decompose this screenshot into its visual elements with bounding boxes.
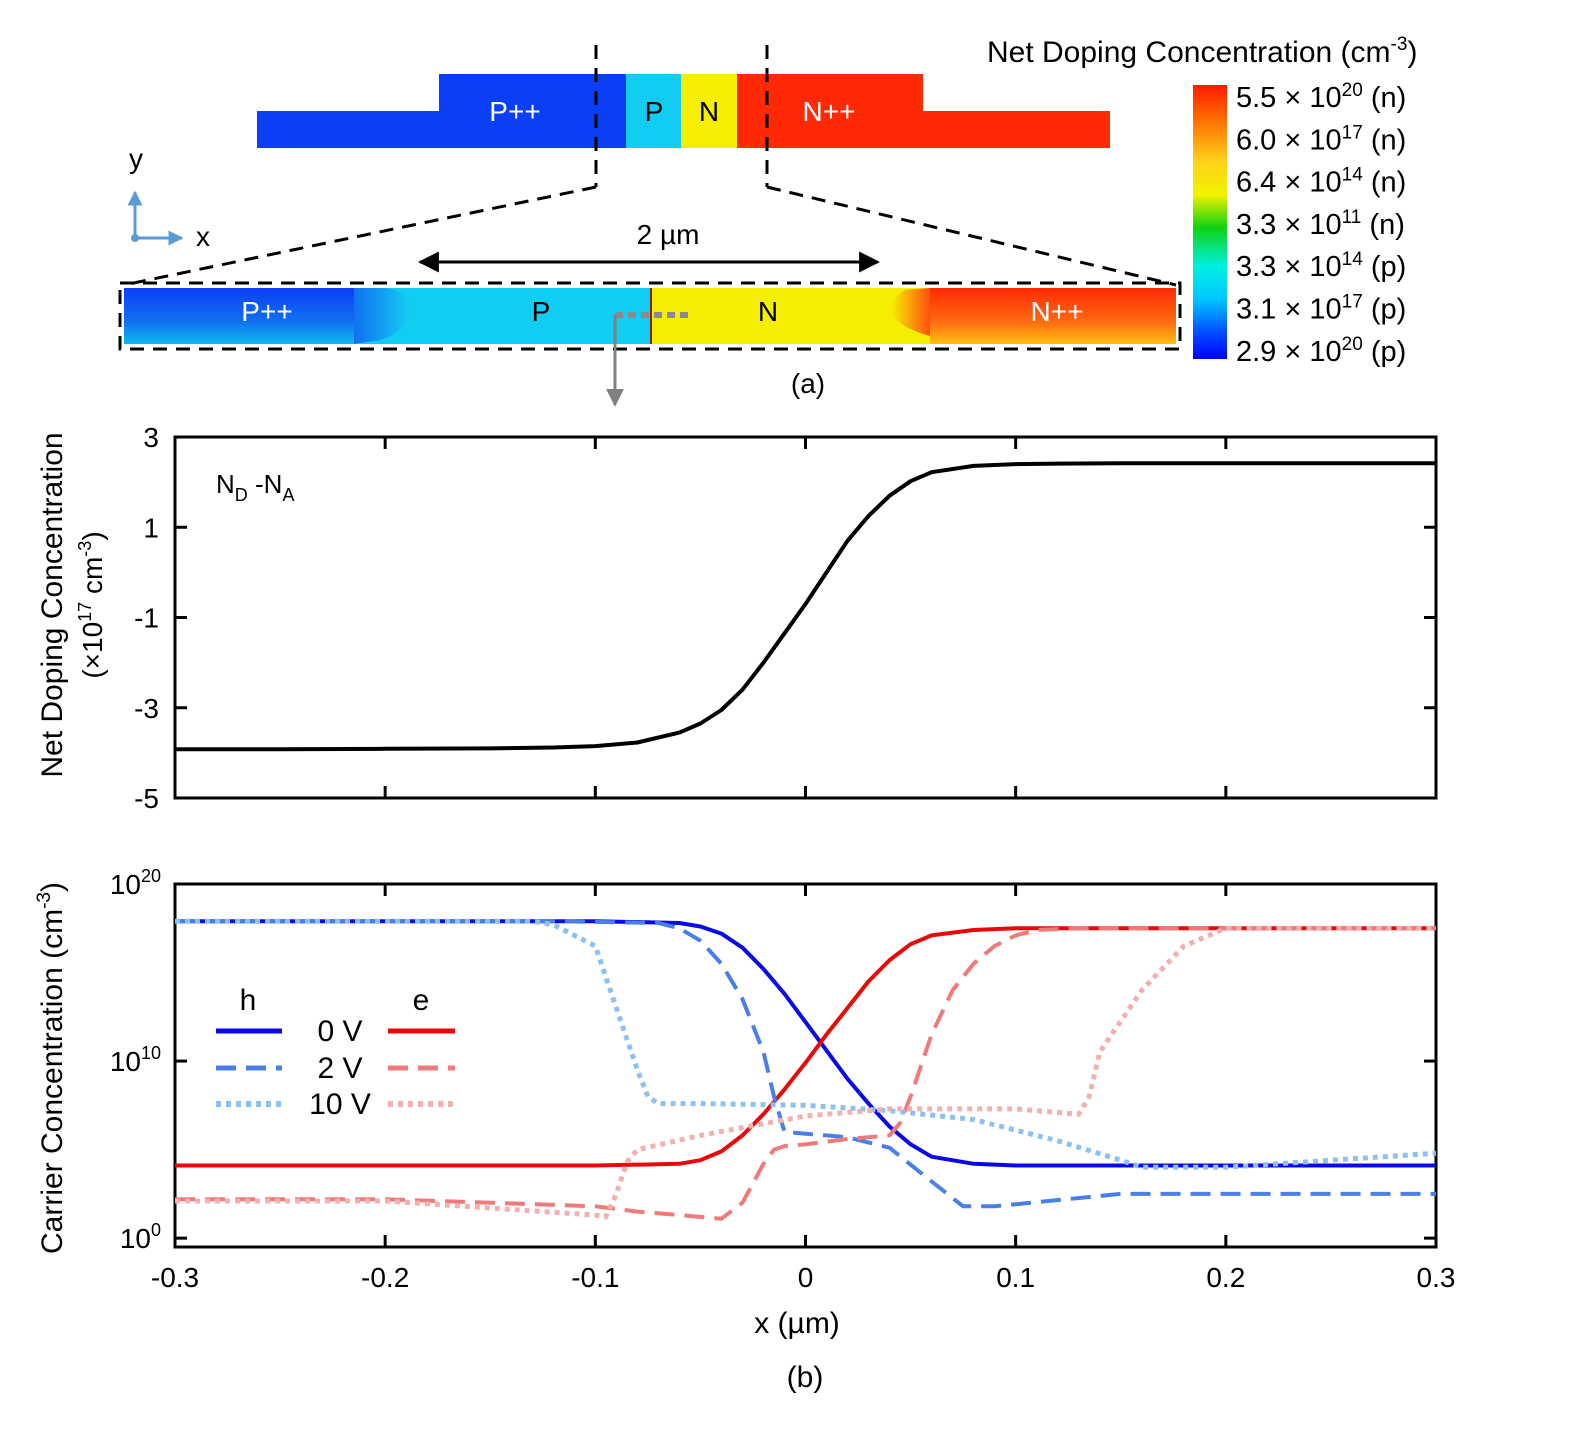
colorbar-label: 6.0 × 1017 (n) xyxy=(1236,122,1406,156)
carrier-ytick-label: 100 xyxy=(120,1220,161,1254)
label-pplus-zoom: P++ xyxy=(241,296,292,327)
zoom-pplus-edge xyxy=(354,288,410,344)
label-n-top: N xyxy=(699,96,719,127)
doping-ticks: 3 1 -1 -3 -5 xyxy=(134,422,1438,814)
panel-b-doping: 3 1 -1 -3 -5 ND -NA Net Doping Concentration… xyxy=(36,422,1438,814)
colorbar-label: 3.3 × 1011 (n) xyxy=(1236,207,1405,241)
legend-e: e xyxy=(413,984,430,1017)
p-plus-top xyxy=(439,74,627,148)
zoom-line-right xyxy=(766,185,1177,287)
carrier-ticks: 100 1010 1020 -0.3 -0.2 -0.1 0 0.1 0.2 0.3 xyxy=(110,866,1456,1293)
n-region xyxy=(681,74,738,148)
colorbar-gradient xyxy=(1193,85,1227,359)
zoom-line-left xyxy=(123,185,597,287)
carrier-line xyxy=(175,919,1436,1209)
zoom-nplus xyxy=(930,288,1176,344)
carrier-line xyxy=(175,925,1436,1220)
legend-label-10v: 10 V xyxy=(309,1088,371,1121)
carrier-ylabel: Carrier Concentration (cm-3) xyxy=(34,882,69,1254)
colorbar-label: 6.4 × 1014 (n) xyxy=(1236,165,1406,199)
panel-b-carriers: 100 1010 1020 -0.3 -0.2 -0.1 0 0.1 0.2 0.3 h e 0 … xyxy=(34,866,1455,1394)
carrier-line xyxy=(175,926,1436,1221)
carrier-xtick-label: 0.3 xyxy=(1417,1262,1456,1293)
axis-x-label: x xyxy=(196,221,210,252)
xy-axes-indicator: y x xyxy=(127,143,210,252)
carrier-xlabel: x (µm) xyxy=(754,1307,840,1340)
doping-ytick-label: -3 xyxy=(134,693,159,724)
doping-ylabel-line1: Net Doping Concentration xyxy=(36,432,69,777)
device-top: P++ P N N++ xyxy=(123,45,1177,287)
doping-ytick-label: 3 xyxy=(143,422,159,453)
colorbar-label: 3.3 × 1014 (p) xyxy=(1236,249,1406,283)
carrier-ytick-label: 1020 xyxy=(110,866,161,900)
doping-line xyxy=(175,461,1436,752)
legend-label-2v: 2 V xyxy=(317,1052,362,1085)
doping-ytick-label: -1 xyxy=(134,603,159,634)
doping-ylabel-line2: (×1017 cm-3) xyxy=(75,531,108,678)
colorbar-label: 3.1 × 1017 (p) xyxy=(1236,292,1406,326)
carrier-xtick-label: 0 xyxy=(798,1262,814,1293)
label-pplus-top: P++ xyxy=(489,96,540,127)
label-n-zoom: N xyxy=(758,296,778,327)
carrier-ytick-label: 1010 xyxy=(110,1043,161,1077)
panel-a: P++ P N N++ y x 2 µm xyxy=(118,34,1417,407)
colorbar: Net Doping Concentration (cm-3) 5.5 × 10… xyxy=(987,34,1417,368)
carrier-series xyxy=(175,918,1437,1221)
carrier-xtick-label: -0.1 xyxy=(571,1262,619,1293)
device-zoom: P++ P N N++ xyxy=(118,281,1182,407)
carrier-xtick-label: 0.1 xyxy=(996,1262,1035,1293)
zoom-frame xyxy=(118,281,1182,351)
p-region xyxy=(626,74,682,148)
doping-ytick-label: -5 xyxy=(134,783,159,814)
scale-label: 2 µm xyxy=(637,219,700,250)
legend-label-0v: 0 V xyxy=(317,1015,362,1048)
carrier-line xyxy=(175,919,1436,1168)
colorbar-label: 2.9 × 1020 (p) xyxy=(1236,334,1406,368)
doping-ytick-label: 1 xyxy=(143,512,159,543)
caption-b: (b) xyxy=(787,1361,824,1394)
legend-h: h xyxy=(240,984,257,1017)
doping-ylabel: Net Doping Concentration (×1017 cm-3) xyxy=(36,432,108,777)
doping-plot-frame xyxy=(173,435,1438,800)
n-plus-base xyxy=(737,111,1110,148)
label-nplus-zoom: N++ xyxy=(1031,296,1084,327)
caption-a: (a) xyxy=(791,368,825,399)
zoom-pplus xyxy=(124,288,354,344)
colorbar-title: Net Doping Concentration (cm-3) xyxy=(987,34,1417,69)
doping-annotation: ND -NA xyxy=(216,469,294,505)
zoom-nplus-edge xyxy=(891,288,930,336)
carrier-xtick-label: -0.2 xyxy=(361,1262,409,1293)
legend: h e 0 V 2 V 10 V xyxy=(216,984,455,1121)
carrier-line xyxy=(175,926,1436,1168)
origin-dot xyxy=(131,234,139,242)
axis-y-label: y xyxy=(129,143,143,174)
label-p-top: P xyxy=(645,96,664,127)
carrier-line xyxy=(175,918,1437,1170)
colorbar-label: 5.5 × 1020 (n) xyxy=(1236,80,1406,114)
label-nplus-top: N++ xyxy=(803,96,856,127)
label-p-zoom: P xyxy=(532,296,551,327)
carrier-xtick-label: 0.2 xyxy=(1206,1262,1245,1293)
colorbar-labels: 5.5 × 1020 (n) 6.0 × 1017 (n) 6.4 × 1014 (… xyxy=(1236,80,1406,368)
carrier-xtick-label: -0.3 xyxy=(151,1262,199,1293)
doping-series xyxy=(175,461,1436,752)
